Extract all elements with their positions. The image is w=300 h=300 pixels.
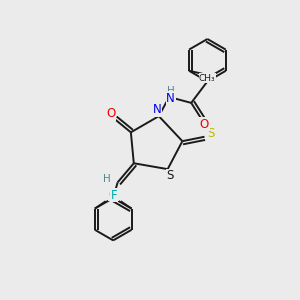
Text: H: H: [103, 174, 110, 184]
Text: F: F: [111, 189, 117, 202]
Text: Cl: Cl: [108, 190, 118, 200]
Text: N: N: [166, 92, 175, 105]
Text: CH₃: CH₃: [199, 74, 216, 83]
Text: O: O: [200, 118, 209, 131]
Text: S: S: [166, 169, 174, 182]
Text: H: H: [167, 85, 175, 95]
Text: O: O: [106, 107, 116, 120]
Text: S: S: [207, 127, 214, 140]
Text: N: N: [153, 103, 162, 116]
